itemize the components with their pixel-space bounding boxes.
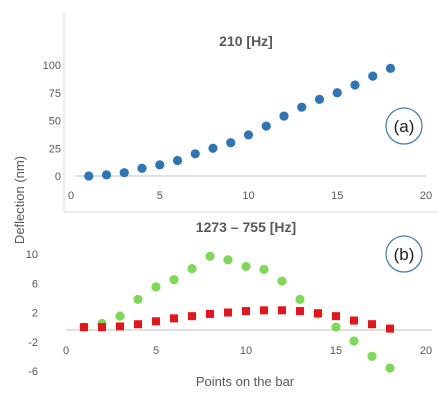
panel-a-series-0-point xyxy=(190,149,200,159)
panel-a-x-tick-label: 0 xyxy=(68,190,74,202)
panel-b-series-0-point xyxy=(277,276,287,286)
panel-a-x-ticks: 0 5 10 15 20 xyxy=(68,190,432,202)
panel-b-series-0-point xyxy=(223,255,233,265)
panel-a: 210 [Hz] 0 5 10 15 20 0 25 50 75 100 (a) xyxy=(43,33,432,202)
panel-b-series-1-point xyxy=(350,316,358,325)
panel-b-series-0-point xyxy=(169,274,179,285)
x-axis-label: Points on the bar xyxy=(196,374,295,389)
panel-a-y-ticks: 0 25 50 75 100 xyxy=(43,60,61,183)
panel-a-series-0-point xyxy=(119,168,129,178)
panel-b-series-1-point xyxy=(116,322,124,331)
panel-b-series-1-point xyxy=(332,312,340,321)
panel-b-series-1-point xyxy=(206,309,214,318)
panel-b-series-0-point xyxy=(295,294,305,304)
panel-a-series-0-point xyxy=(350,80,360,90)
panel-a-series-0-point xyxy=(368,71,378,81)
panel-a-x-tick-label: 20 xyxy=(420,190,432,202)
panel-a-series-0-point xyxy=(314,94,325,105)
panel-a-series-0-point xyxy=(385,63,396,73)
panel-a-series-0-point xyxy=(243,130,254,140)
panel-a-series-0-point xyxy=(172,155,183,166)
panel-b-y-tick-label: 6 xyxy=(32,278,38,290)
panel-b-series-0-point xyxy=(115,311,125,321)
panel-b-series-1-point xyxy=(152,317,160,326)
panel-b-series-0-point xyxy=(133,294,143,304)
panel-b-series-1-point xyxy=(386,324,394,333)
panel-b-y-tick-label: 2 xyxy=(32,308,38,320)
panel-a-y-tick-label: 25 xyxy=(49,143,61,155)
panel-b-series-0-point xyxy=(187,264,197,274)
panel-b-y-ticks: 10 6 2 -2 -6 xyxy=(26,249,38,378)
panel-b-series-0-point xyxy=(331,322,341,332)
panel-b-label-circle xyxy=(385,235,423,273)
panel-a-y-tick-label: 50 xyxy=(49,116,61,128)
panel-b-y-tick-label: -6 xyxy=(28,366,38,378)
panel-b-series-0-point xyxy=(259,264,269,274)
panel-b-title: 1273 – 755 [Hz] xyxy=(196,219,296,235)
panel-b-series-1-point xyxy=(260,306,268,315)
panel-b-x-tick-label: 0 xyxy=(63,345,69,357)
panel-a-series-0-point xyxy=(279,111,289,121)
panel-b-series-1-point xyxy=(368,320,376,329)
panel-b-series-1-point xyxy=(170,314,178,323)
panel-b-series-0-point xyxy=(151,282,161,292)
panel-b-y-tick-label: -2 xyxy=(28,337,38,349)
panel-b-series-1-point xyxy=(242,307,250,316)
panel-b-series-1-point xyxy=(98,323,106,332)
panel-a-series-0-point xyxy=(208,143,218,153)
panel-b-x-tick-label: 5 xyxy=(153,345,159,357)
panel-b-label: (b) xyxy=(394,245,415,264)
panel-a-y-tick-label: 100 xyxy=(43,60,61,72)
panel-b-series-1-point xyxy=(188,312,196,321)
panel-a-label-circle xyxy=(385,107,423,145)
panel-a-series-0-point xyxy=(332,88,342,98)
panel-b-series-1-point xyxy=(296,307,304,316)
panel-b-series-1-point xyxy=(278,306,286,315)
panel-b-series-0-point xyxy=(385,363,395,373)
panel-b-series-0-point xyxy=(205,251,215,261)
panel-b-series-0-point xyxy=(349,336,359,346)
panel-a-title: 210 [Hz] xyxy=(219,33,273,49)
panel-a-series-0-point xyxy=(261,121,271,131)
panel-b-series-1-point xyxy=(80,323,88,332)
panel-b-x-tick-label: 15 xyxy=(330,345,342,357)
panel-a-series-0-point xyxy=(226,138,236,148)
panel-a-x-tick-label: 15 xyxy=(331,190,343,202)
panel-a-series-0-point xyxy=(155,160,165,170)
panel-b-x-tick-label: 10 xyxy=(240,345,252,357)
panel-a-series-0-point xyxy=(137,163,147,173)
panel-a-x-tick-label: 10 xyxy=(242,190,254,202)
panel-b-x-tick-label: 20 xyxy=(420,345,432,357)
panel-a-x-tick-label: 5 xyxy=(157,190,163,202)
panel-b-points xyxy=(79,251,395,373)
panel-a-series-0-point xyxy=(84,171,94,181)
panel-b-x-ticks: 0 5 10 15 20 xyxy=(63,345,432,357)
panel-a-series-0-point xyxy=(101,170,112,180)
panel-b-series-0-point xyxy=(241,261,251,272)
panel-a-series-0-point xyxy=(297,102,307,112)
panel-a-y-tick-label: 75 xyxy=(49,88,61,100)
panel-a-y-tick-label: 0 xyxy=(55,171,61,183)
panel-b-y-tick-label: 10 xyxy=(26,249,38,261)
panel-b-series-1-point xyxy=(314,309,322,318)
panel-a-points xyxy=(84,63,396,181)
panel-b-series-1-point xyxy=(224,308,232,317)
panel-b: 1273 – 755 [Hz] 0 5 10 15 20 10 6 2 -2 -6 (b) xyxy=(26,219,432,378)
panel-a-label: (a) xyxy=(394,117,415,136)
panel-b-series-1-point xyxy=(134,320,142,329)
panel-b-series-0-point xyxy=(367,351,377,361)
y-axis-label: Deflection (nm) xyxy=(12,156,27,244)
